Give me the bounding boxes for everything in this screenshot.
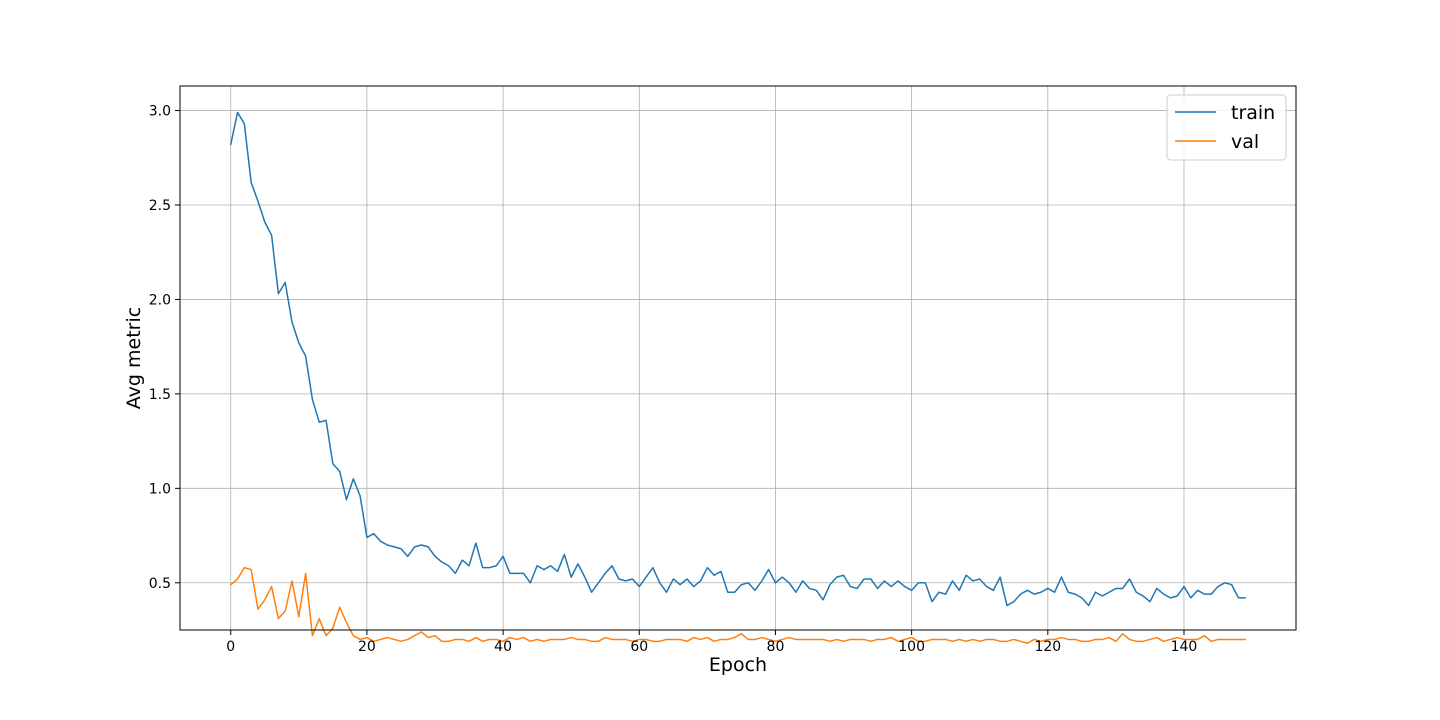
y-tick-label: 1.0 [149, 481, 171, 497]
grid-lines [180, 86, 1296, 630]
x-axis-label: Epoch [709, 654, 767, 676]
y-tick-label: 2.5 [149, 198, 171, 214]
x-tick-label: 0 [226, 639, 235, 655]
y-tick-label: 0.5 [149, 576, 171, 592]
x-tick-label: 60 [630, 639, 648, 655]
y-tick-label: 3.0 [149, 104, 171, 120]
y-axis-label: Avg metric [123, 307, 145, 409]
x-tick-label: 80 [767, 639, 785, 655]
axis-ticks: 0 20 40 60 80 100 120 140 0.5 1.0 1.5 2.0 2.5 3.0 [149, 104, 1198, 655]
legend: train val [1166, 94, 1287, 161]
x-tick-label: 40 [494, 639, 512, 655]
series-line-val [229, 566, 1247, 644]
x-tick-label: 100 [898, 639, 925, 655]
series-lines [229, 111, 1247, 644]
y-tick-label: 2.0 [149, 292, 171, 308]
y-tick-label: 1.5 [149, 387, 171, 403]
legend-label-val: val [1231, 131, 1259, 153]
x-tick-label: 120 [1034, 639, 1061, 655]
x-tick-label: 140 [1171, 639, 1198, 655]
x-tick-label: 20 [358, 639, 376, 655]
legend-label-train: train [1231, 102, 1275, 124]
series-line-train [229, 111, 1247, 607]
plot-frame [179, 85, 1297, 631]
